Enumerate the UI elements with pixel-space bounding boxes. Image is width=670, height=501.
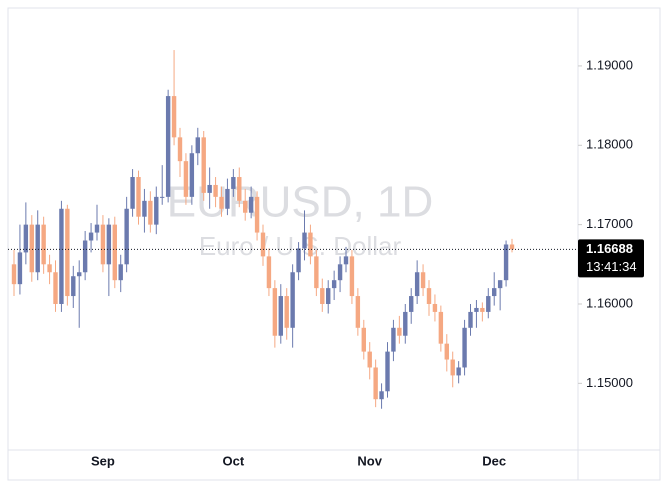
x-tick-label: Dec bbox=[482, 453, 506, 468]
candle-body bbox=[165, 96, 171, 197]
candle-body bbox=[302, 232, 307, 249]
candle-body bbox=[82, 240, 88, 273]
candle-body bbox=[219, 196, 224, 209]
candle-body bbox=[450, 359, 455, 376]
candle-body bbox=[492, 288, 497, 297]
candle-body bbox=[343, 256, 349, 265]
candle-body bbox=[444, 343, 449, 360]
candle-body bbox=[480, 307, 485, 312]
candle-body bbox=[438, 311, 444, 344]
y-tick-label: 1.19000 bbox=[586, 57, 633, 72]
candle-body bbox=[94, 224, 100, 233]
candle-body bbox=[213, 184, 218, 197]
candle-body bbox=[183, 161, 189, 197]
candle-body bbox=[379, 391, 384, 400]
candle-body bbox=[349, 256, 355, 297]
candle-body bbox=[320, 288, 325, 304]
last-price-label: 1.16688 bbox=[586, 241, 633, 256]
last-time-label: 13:41:34 bbox=[586, 259, 637, 274]
candle-body bbox=[284, 296, 289, 328]
candle-body bbox=[391, 327, 396, 352]
candle-body bbox=[112, 224, 117, 281]
candle-body bbox=[248, 196, 254, 213]
candle-body bbox=[136, 177, 141, 217]
candle-body bbox=[237, 177, 242, 201]
candle-body bbox=[456, 367, 461, 376]
candle-body bbox=[397, 327, 402, 336]
watermark: EURUSD, 1D bbox=[167, 178, 434, 227]
candle-body bbox=[100, 224, 106, 265]
candle-body bbox=[503, 244, 509, 281]
candle-body bbox=[266, 256, 272, 289]
candle-body bbox=[35, 224, 40, 273]
candle-body bbox=[142, 200, 147, 217]
candle-body bbox=[326, 288, 331, 304]
candle-body bbox=[88, 232, 94, 241]
candle-body bbox=[17, 252, 23, 285]
candle-body bbox=[462, 327, 467, 368]
candle-body bbox=[385, 351, 390, 392]
candle-body bbox=[195, 137, 200, 154]
candle-body bbox=[497, 280, 503, 289]
x-tick-label: Nov bbox=[357, 453, 382, 468]
last-price-box bbox=[578, 239, 644, 278]
candle-body bbox=[177, 137, 183, 162]
candle-body bbox=[509, 244, 515, 250]
candle-body bbox=[290, 272, 295, 328]
candle-body bbox=[11, 264, 17, 285]
candle-body bbox=[296, 248, 301, 273]
candle-body bbox=[171, 96, 177, 138]
candle-body bbox=[272, 288, 278, 336]
candle-body bbox=[118, 264, 123, 281]
candle-body bbox=[278, 296, 283, 336]
candle-body bbox=[486, 296, 491, 312]
y-tick-label: 1.17000 bbox=[586, 216, 633, 231]
candle-body bbox=[355, 296, 361, 328]
candle-body bbox=[225, 188, 230, 209]
candle-body bbox=[260, 232, 266, 257]
candle-body bbox=[47, 264, 52, 273]
candle-body bbox=[59, 208, 64, 304]
candle-body bbox=[201, 137, 206, 193]
candle-body bbox=[41, 224, 46, 265]
candle-body bbox=[337, 264, 343, 281]
candle-body bbox=[254, 196, 260, 233]
y-tick-label: 1.18000 bbox=[586, 137, 633, 152]
candle-body bbox=[29, 224, 34, 273]
candle-body bbox=[308, 232, 313, 257]
candle-body bbox=[207, 184, 212, 193]
y-tick-label: 1.15000 bbox=[586, 375, 633, 390]
candle-body bbox=[243, 200, 248, 213]
candle-body bbox=[160, 196, 165, 198]
candle-body bbox=[53, 272, 58, 304]
candle-body bbox=[432, 303, 438, 312]
candle-body bbox=[231, 177, 236, 189]
candle-body bbox=[403, 311, 408, 336]
candle-body bbox=[361, 327, 366, 352]
candle-body bbox=[189, 153, 195, 197]
candle-body bbox=[367, 351, 372, 368]
y-tick-label: 1.16000 bbox=[586, 295, 633, 310]
candle-body bbox=[409, 296, 414, 312]
candle-body bbox=[65, 208, 70, 297]
candle-body bbox=[106, 224, 112, 265]
candle-body bbox=[314, 256, 319, 289]
candle-body bbox=[148, 200, 153, 225]
candle-body bbox=[124, 208, 129, 265]
candle-body bbox=[373, 367, 378, 400]
candle-body bbox=[468, 311, 473, 328]
candle-body bbox=[426, 288, 432, 304]
x-tick-label: Oct bbox=[223, 453, 245, 468]
candle-body bbox=[71, 276, 76, 297]
candle-body bbox=[77, 272, 82, 277]
candle-body bbox=[420, 272, 426, 289]
x-tick-label: Sep bbox=[91, 453, 115, 468]
candle-body bbox=[414, 272, 420, 297]
candle-body bbox=[474, 307, 479, 312]
candle-body bbox=[331, 280, 337, 289]
candle-body bbox=[23, 224, 29, 253]
candle-body bbox=[154, 196, 159, 225]
candle-body bbox=[130, 177, 135, 209]
